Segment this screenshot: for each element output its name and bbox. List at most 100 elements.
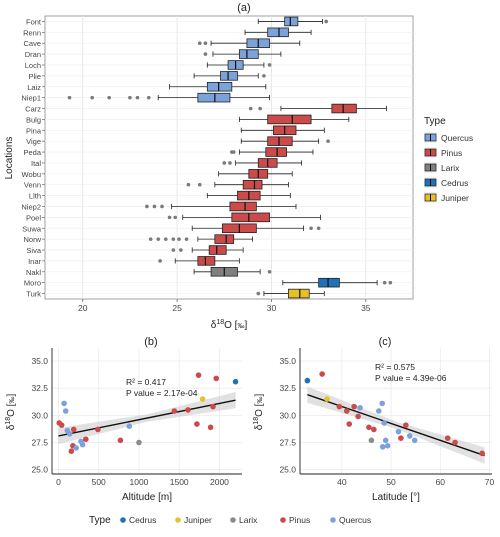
outlier-norw-5 <box>184 237 189 241</box>
latitude-point-12 <box>375 408 382 414</box>
outlier-moro-1 <box>388 280 393 285</box>
latitude-x-tick-50: 50 <box>386 477 396 487</box>
outlier-siva-0 <box>171 248 176 252</box>
location-label-moro: Moro <box>24 279 41 288</box>
altitude-point-23 <box>210 403 216 410</box>
location-label-font: Font <box>26 17 42 26</box>
outlier-niep2-1 <box>152 204 157 209</box>
latitude-y-axis-label: δ18O [‰] <box>253 394 265 431</box>
boxplot-legend: Type Quercus Pinus Larix Cedrus Juniper <box>424 116 473 203</box>
location-label-nakl: Nakl <box>26 268 41 277</box>
box-peda <box>265 147 287 157</box>
latitude-x-tick-70: 70 <box>485 477 495 487</box>
latitude-x-tick-40: 40 <box>337 477 347 487</box>
outlier-norw-3 <box>171 237 176 241</box>
outlier-carz-1 <box>258 106 262 111</box>
latitude-plot-content: 25.0 27.5 30.0 32.5 35.0 40 50 60 70 <box>279 348 495 487</box>
panel-label-c: (c) <box>379 336 392 348</box>
scatter-legend-label-larix: Larix <box>239 515 258 525</box>
latitude-point-25 <box>479 450 485 457</box>
panel-label-a: (a) <box>237 2 250 14</box>
location-label-dran: Dran <box>25 50 41 59</box>
outlier-venn-1 <box>197 182 202 187</box>
box-plie <box>220 71 238 81</box>
box-niep2 <box>229 201 257 212</box>
altitude-point-22 <box>207 424 214 431</box>
outlier-norw-4 <box>177 237 181 241</box>
panel-label-b: (b) <box>144 336 157 348</box>
latitude-point-4 <box>343 408 350 414</box>
location-label-pina: Pina <box>26 126 42 135</box>
altitude-point-8 <box>70 426 77 433</box>
scatter-legend-label-cedrus: Cedrus <box>129 515 156 525</box>
altitude-x-tick-2000: 2000 <box>210 477 229 487</box>
location-label-siva: Siva <box>26 246 41 255</box>
x-tick-label-20: 20 <box>78 303 88 313</box>
legend-label-cedrus: Cedrus <box>441 178 468 188</box>
outlier-moro-0 <box>382 280 387 285</box>
altitude-r2-annotation: R² = 0.417 <box>126 377 166 387</box>
x-tick-label-25: 25 <box>172 303 182 313</box>
altitude-point-21 <box>199 396 206 402</box>
latitude-point-17 <box>384 442 391 449</box>
altitude-plot-content: 25.0 27.5 30.0 32.5 35.0 0 500 1000 1500 2000 <box>31 348 242 487</box>
scatter-legend-dot-quercus <box>330 517 336 523</box>
scatter-legend-dot-pinus <box>280 517 286 523</box>
boxplot-x-axis-label: δ18O [‰] <box>211 319 248 331</box>
scatter-legend-label-pinus: Pinus <box>289 515 310 525</box>
scatter-legend-dot-juniper <box>175 517 181 523</box>
box-laiz <box>206 81 233 92</box>
outlier-suwa-1 <box>316 226 321 231</box>
latitude-point-15 <box>382 437 389 444</box>
latitude-regression-line <box>307 394 485 457</box>
altitude-point-12 <box>83 436 89 443</box>
scatter-legend-dot-cedrus <box>120 517 126 523</box>
legend-label-juniper: Juniper <box>441 193 469 203</box>
altitude-point-17 <box>171 408 178 414</box>
latitude-point-0 <box>304 377 311 384</box>
outlier-vige-0 <box>326 139 330 143</box>
latitude-point-2 <box>324 396 330 402</box>
outlier-peda-1 <box>231 150 236 154</box>
latitude-point-3 <box>336 403 343 410</box>
location-label-vige: Vige <box>26 137 41 146</box>
altitude-scatter-panel: 25.0 27.5 30.0 32.5 35.0 0 500 1000 1500 2000 Alt… <box>5 348 242 503</box>
boxplot-panel: 20 25 30 35 Font Renn Cave Dran Loch Plie Laiz Nie… <box>4 15 414 331</box>
box-niep1 <box>197 92 231 103</box>
location-label-loch: Loch <box>25 61 41 70</box>
latitude-point-8 <box>357 404 363 411</box>
location-label-llth: Llth <box>29 192 41 201</box>
location-label-niep2: Niep2 <box>21 202 41 211</box>
boxplot-x-ticks: 20 25 30 35 <box>78 299 371 313</box>
scatter-legend: Type Cedrus Juniper Larix Pinus Quercus <box>89 515 371 526</box>
altitude-point-5 <box>66 431 73 437</box>
latitude-point-5 <box>346 421 353 427</box>
latitude-y-tick-32-5: 32.5 <box>279 383 296 393</box>
outlier-nakl-0 <box>267 269 272 274</box>
latitude-point-19 <box>398 435 404 441</box>
latitude-point-18 <box>395 428 402 435</box>
outlier-font-0 <box>324 19 328 24</box>
altitude-x-tick-0: 0 <box>56 477 61 487</box>
latitude-point-9 <box>366 424 372 431</box>
legend-label-larix: Larix <box>441 163 460 173</box>
outlier-inar-0 <box>158 259 162 263</box>
latitude-x-tick-60: 60 <box>436 477 446 487</box>
outlier-niep1-0 <box>67 95 72 100</box>
latitude-point-20 <box>403 422 409 428</box>
outlier-ital-0 <box>222 161 227 165</box>
latitude-point-7 <box>355 413 361 420</box>
latitude-scatter-panel: 25.0 27.5 30.0 32.5 35.0 40 50 60 70 Latitude [°… <box>253 348 495 503</box>
latitude-y-tick-30-0: 30.0 <box>279 410 296 420</box>
latitude-y-tick-25-0: 25.0 <box>279 465 296 475</box>
box-norw <box>214 234 235 244</box>
scatter-legend-dot-larix <box>230 517 236 523</box>
altitude-y-tick-27-5: 27.5 <box>31 438 48 448</box>
box-siva <box>208 245 227 255</box>
altitude-point-11 <box>79 441 86 448</box>
altitude-point-9 <box>73 445 79 451</box>
altitude-point-20 <box>195 372 202 378</box>
latitude-point-14 <box>381 420 387 426</box>
x-tick-label-30: 30 <box>267 303 277 313</box>
latitude-point-13 <box>379 400 386 407</box>
